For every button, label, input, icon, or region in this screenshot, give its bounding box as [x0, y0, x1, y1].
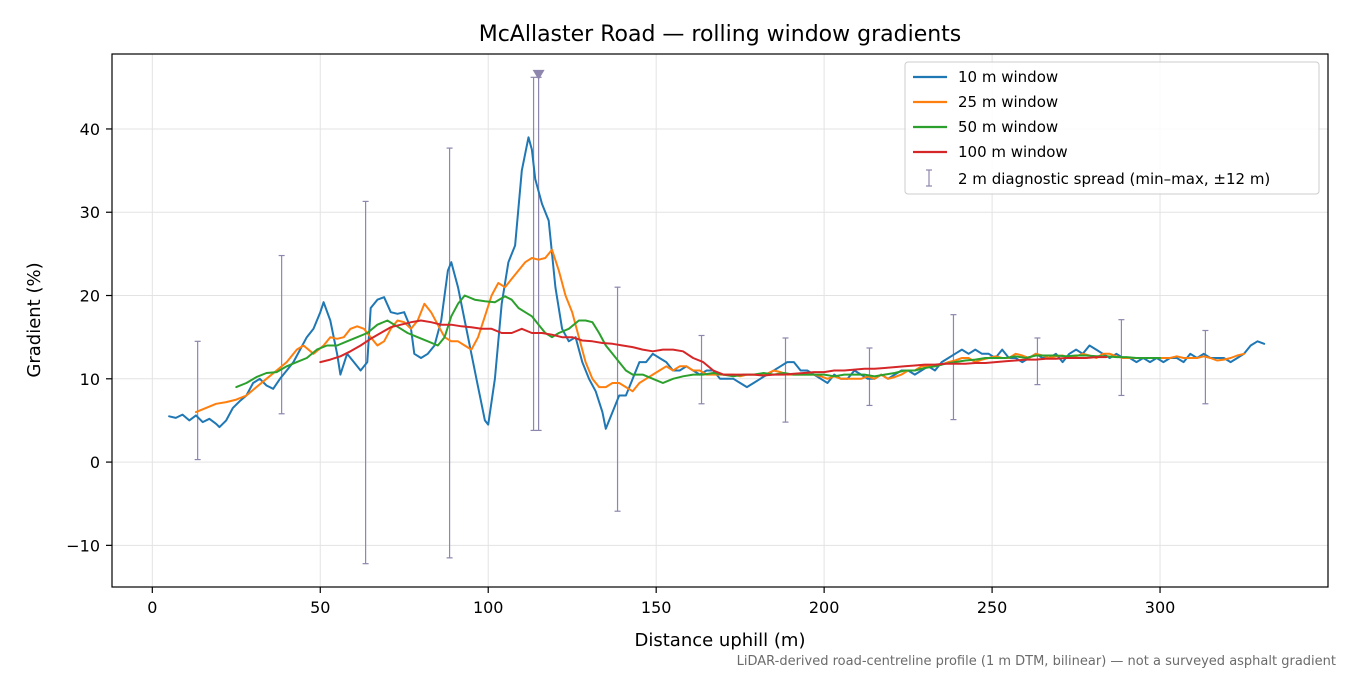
legend-label-spread: 2 m diagnostic spread (min–max, ±12 m): [958, 170, 1270, 188]
plot-frame: [111, 53, 1329, 588]
x-tick-label: 200: [809, 598, 840, 617]
legend: 10 m window 25 m window 50 m window 100 …: [904, 61, 1320, 195]
spread-errorbar: [194, 340, 201, 461]
spread-errorbar: [782, 337, 789, 423]
spread-overflow-marker: [532, 69, 545, 80]
spread-errorbar: [698, 334, 705, 405]
spread-errorbar: [446, 147, 453, 559]
spread-errorbar: [278, 254, 285, 415]
x-tick-label: 250: [977, 598, 1008, 617]
legend-label-10m: 10 m window: [958, 68, 1058, 86]
spread-errorbar: [1202, 329, 1209, 405]
legend-label-100m: 100 m window: [958, 143, 1068, 161]
diagnostic-spread-errorbars: [194, 69, 1209, 565]
series-line-3: [319, 319, 1108, 377]
legend-swatch-spread: [926, 169, 932, 187]
x-axis-ticks: 0 50 100 150 200 250 300: [147, 587, 1175, 617]
x-tick-label: 0: [147, 598, 157, 617]
spread-errorbar: [530, 76, 537, 432]
y-axis-label: Gradient (%): [24, 262, 45, 377]
y-tick-label: 10: [80, 370, 100, 389]
series-line-1: [195, 248, 1245, 414]
series-line-2: [235, 294, 1161, 389]
legend-label-50m: 50 m window: [958, 118, 1058, 136]
spread-errorbar: [362, 200, 369, 565]
x-tick-label: 100: [473, 598, 504, 617]
x-tick-label: 50: [310, 598, 330, 617]
x-tick-label: 300: [1145, 598, 1176, 617]
y-axis-ticks: −10 0 10 20 30 40: [66, 120, 112, 555]
legend-label-25m: 25 m window: [958, 93, 1058, 111]
footnote: LiDAR-derived road-centreline profile (1…: [737, 654, 1336, 669]
legend-box: [904, 61, 1320, 195]
chart-title: McAllaster Road — rolling window gradien…: [479, 22, 962, 47]
series-lines: [168, 136, 1266, 430]
y-tick-label: 20: [80, 287, 100, 306]
y-tick-label: 30: [80, 203, 100, 222]
y-tick-label: 0: [90, 453, 100, 472]
y-tick-label: −10: [66, 536, 100, 555]
spread-errorbar: [950, 314, 957, 421]
x-tick-label: 150: [641, 598, 672, 617]
spread-errorbar: [1034, 337, 1041, 386]
y-tick-label: 40: [80, 120, 100, 139]
spread-errorbar: [535, 76, 542, 432]
x-axis-label: Distance uphill (m): [635, 630, 806, 651]
